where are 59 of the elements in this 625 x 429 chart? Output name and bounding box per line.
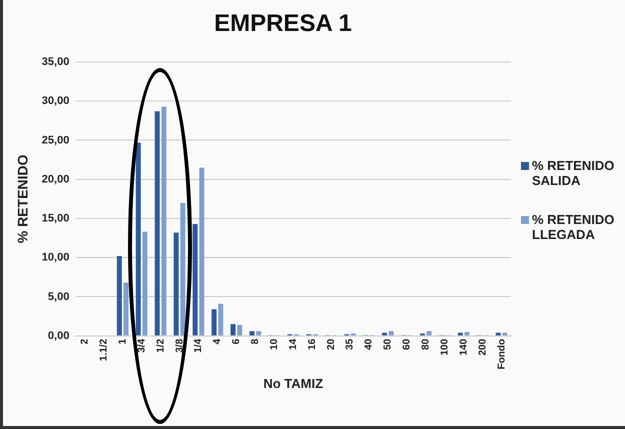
y-tick-label: 10,00 — [42, 252, 70, 264]
bar — [212, 309, 217, 336]
x-tick-label: 50 — [382, 338, 394, 350]
bar — [249, 331, 254, 336]
bar — [230, 324, 236, 336]
bar — [502, 332, 508, 336]
x-tick-label: 1 — [117, 338, 128, 344]
legend-label: % RETENIDO SALIDA — [532, 158, 616, 188]
x-tick-label: 1/4 — [193, 338, 204, 353]
x-tick-label: 20 — [326, 338, 337, 350]
bar — [154, 111, 160, 336]
y-tick-label: 0,00 — [48, 330, 70, 342]
x-tick-label: 35 — [344, 338, 356, 350]
bar — [382, 332, 388, 336]
y-axis-title: % RETENIDO — [14, 154, 30, 244]
y-tick-label: 35,00 — [42, 56, 70, 68]
bar — [174, 232, 179, 336]
y-tick-label: 25,00 — [42, 134, 70, 146]
bar — [458, 332, 463, 336]
x-tick-label: 4 — [212, 338, 224, 344]
x-tick-label: 200 — [477, 338, 488, 356]
bar — [496, 332, 501, 336]
x-tick-label: 3/8 — [174, 338, 186, 353]
y-tick-label: 30,00 — [42, 95, 70, 108]
x-tick-label: 60 — [402, 338, 413, 350]
x-tick-label: 40 — [364, 338, 375, 350]
x-tick-label: 2 — [80, 338, 91, 344]
bar — [192, 224, 198, 336]
bar — [142, 232, 148, 336]
bar — [218, 304, 224, 336]
x-tick-label: 16 — [306, 338, 318, 350]
x-tick-label: 100 — [439, 338, 450, 356]
x-tick-label: 8 — [250, 338, 262, 344]
x-tick-label: 6 — [231, 338, 242, 344]
x-tick-label: 1/2 — [155, 338, 166, 353]
x-tick-label: 140 — [458, 338, 470, 356]
x-tick-label: 10 — [268, 338, 280, 350]
y-tick-label: 15,00 — [42, 212, 70, 225]
bar — [256, 331, 262, 336]
x-axis-title: No TAMIZ — [263, 376, 324, 391]
bar — [388, 331, 394, 336]
y-tick-label: 5,00 — [48, 290, 70, 303]
x-tick-label: 80 — [420, 338, 432, 350]
bar — [136, 142, 141, 336]
x-tick-label: 14 — [288, 338, 299, 350]
legend-label: % RETENIDO LLEGADA — [532, 212, 616, 242]
chart-title: EMPRESA 1 — [213, 10, 353, 38]
bar — [426, 331, 432, 336]
x-tick-label: 1.1/2 — [98, 338, 110, 362]
bar — [464, 332, 470, 336]
bar — [116, 256, 122, 336]
bar — [199, 168, 204, 336]
bar — [180, 202, 186, 336]
x-tick-label: Fondo — [496, 338, 508, 370]
y-tick-label: 20,00 — [42, 173, 70, 186]
bar — [161, 106, 166, 336]
x-tick-label: 3/4 — [136, 338, 148, 353]
bar — [237, 324, 242, 336]
bar — [124, 282, 128, 336]
